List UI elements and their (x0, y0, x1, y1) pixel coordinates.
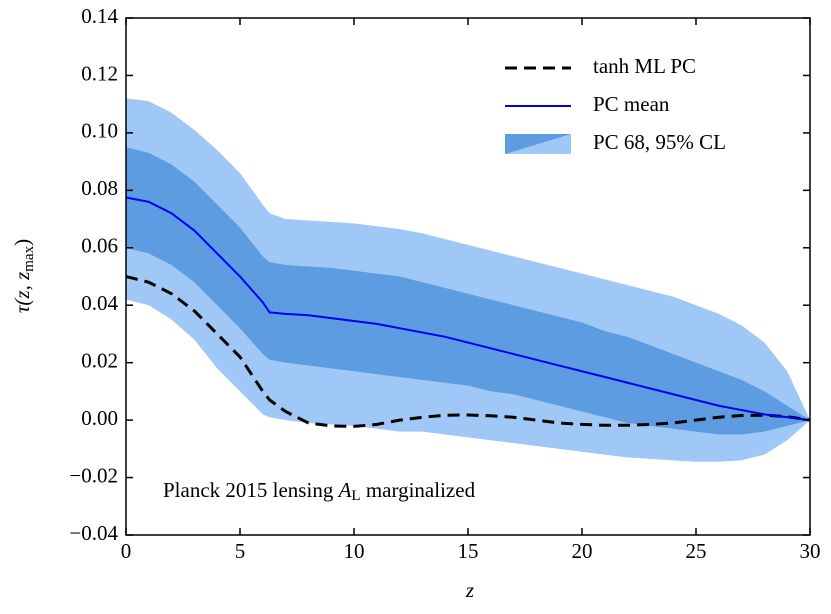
series-line (125, 275, 811, 428)
x-tick-label: 25 (686, 539, 707, 563)
confidence-band (126, 147, 810, 435)
y-label-sub: max (21, 245, 37, 271)
legend-label: tanh ML PC (593, 54, 696, 78)
x-tick-label: 30 (800, 539, 821, 563)
y-tick-label: −0.04 (69, 521, 118, 545)
y-tick-label: 0.08 (81, 176, 118, 200)
series-line (125, 196, 811, 422)
legend-swatch (505, 134, 571, 154)
x-tick-label: 15 (458, 539, 479, 563)
y-axis-label: τ(z, zmax) (10, 239, 38, 313)
x-tick-label: 20 (572, 539, 593, 563)
legend-label: PC mean (593, 92, 670, 116)
x-tick-label: 0 (121, 539, 132, 563)
y-tick-label: 0.12 (81, 61, 118, 85)
y-tick-label: 0.06 (81, 234, 118, 258)
y-tick-label: 0.02 (81, 348, 118, 372)
y-tick-label: 0.10 (81, 119, 118, 143)
y-tick-label: 0.14 (81, 4, 118, 28)
annotation-math: A (337, 478, 352, 502)
legend-label: PC 68, 95% CL (593, 130, 726, 154)
y-label-main: τ(z, z (10, 272, 34, 313)
x-tick-label: 5 (235, 539, 246, 563)
annotation-end: marginalized (361, 478, 476, 502)
y-tick-label: 0.04 (81, 291, 118, 315)
annotation-text: Planck 2015 lensing (163, 478, 339, 502)
x-tick-label: 10 (344, 539, 365, 563)
y-tick-label: −0.02 (69, 463, 118, 487)
x-axis-label: z (465, 578, 474, 602)
y-label-end: ) (10, 239, 34, 246)
y-tick-label: 0.00 (81, 406, 118, 430)
annotation-sub: L (351, 488, 360, 504)
annotation: Planck 2015 lensing AL marginalized (163, 478, 476, 505)
